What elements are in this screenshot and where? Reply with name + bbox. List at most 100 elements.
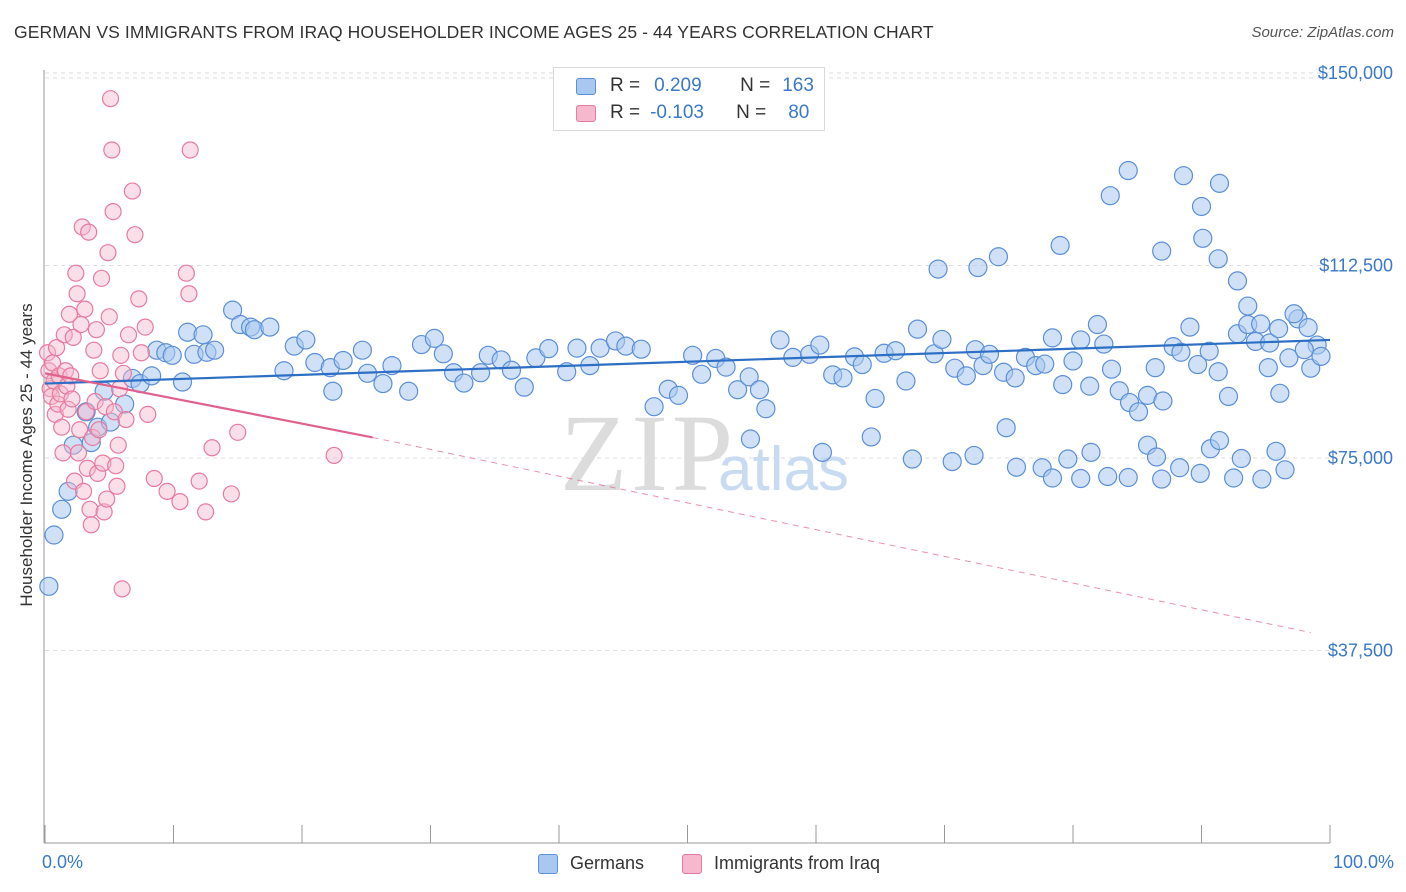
german-point xyxy=(1199,341,1219,361)
iraq-point xyxy=(38,344,57,362)
german-point xyxy=(1173,166,1194,186)
german-point xyxy=(424,328,444,348)
german-point xyxy=(274,361,294,381)
iraq-point xyxy=(107,457,125,475)
german-point xyxy=(1058,449,1078,469)
bottom-legend-swatch-iraq xyxy=(682,853,702,874)
legend-r-label: R = xyxy=(610,75,641,96)
german-point xyxy=(590,338,610,358)
y-tick-label: $150,000 xyxy=(1318,63,1393,83)
iraq-point xyxy=(89,464,107,482)
german-point xyxy=(382,356,402,376)
iraq-point xyxy=(54,444,72,462)
german-point xyxy=(728,380,748,400)
german-point xyxy=(1224,468,1244,488)
legend-r-value: 0.209 xyxy=(654,75,702,96)
german-point xyxy=(1294,340,1314,360)
source-label: Source: ZipAtlas.com xyxy=(1251,24,1394,41)
iraq-point xyxy=(68,285,86,303)
german-point xyxy=(932,329,952,350)
german-point xyxy=(1208,249,1228,269)
iraq-point xyxy=(325,446,343,465)
german-point xyxy=(1275,460,1295,480)
iraq-point xyxy=(103,141,121,159)
german-point xyxy=(296,330,316,350)
iraq-point xyxy=(53,418,71,436)
german-point xyxy=(1209,430,1230,451)
bottom-legend-label-iraq: Immigrants from Iraq xyxy=(714,853,881,873)
german-point xyxy=(1118,160,1138,181)
legend-swatch-iraq xyxy=(576,104,596,122)
iraq-point xyxy=(90,421,108,439)
legend-n-label: N = xyxy=(736,102,767,123)
iraq-point xyxy=(78,459,97,477)
german-point xyxy=(1071,330,1091,350)
iraq-point xyxy=(99,244,117,262)
iraq-point xyxy=(145,469,163,488)
iraq-point xyxy=(108,477,126,495)
german-point xyxy=(1042,328,1063,348)
iraq-point xyxy=(101,90,120,108)
iraq-point xyxy=(114,364,132,382)
iraq-point xyxy=(47,339,66,357)
iraq-trend-extension xyxy=(372,436,1311,634)
german-point xyxy=(193,325,213,345)
axes xyxy=(43,70,1331,844)
german-point xyxy=(1231,448,1251,469)
german-point xyxy=(1098,466,1118,487)
iraq-point xyxy=(181,141,199,159)
iraq-points xyxy=(38,90,343,598)
y-tick-label: $112,500 xyxy=(1319,256,1393,276)
german-point xyxy=(539,339,559,359)
iraq-point xyxy=(180,285,198,303)
german-point xyxy=(44,525,64,545)
german-point xyxy=(740,429,761,449)
legend-row-germans: R = 0.209 N = 163 xyxy=(576,73,814,99)
german-point xyxy=(852,354,872,375)
german-point xyxy=(1170,458,1190,478)
iraq-point xyxy=(222,485,240,503)
german-point xyxy=(1063,351,1083,371)
german-point xyxy=(833,368,853,388)
german-point xyxy=(1101,359,1122,379)
german-point xyxy=(1193,228,1213,248)
iraq-point xyxy=(132,344,150,362)
iraq-point xyxy=(81,500,99,518)
iraq-point xyxy=(113,580,131,598)
german-point xyxy=(1279,348,1299,368)
germans-points xyxy=(39,160,1331,596)
german-point xyxy=(1227,271,1248,291)
correlation-legend: R = 0.209 N = 163 R = -0.103 N = 80 xyxy=(553,67,825,131)
german-point xyxy=(1087,314,1108,335)
y-tick-label: $37,500 xyxy=(1328,641,1393,661)
german-point xyxy=(1311,346,1331,366)
iraq-point xyxy=(69,444,88,462)
german-point xyxy=(968,257,988,278)
german-point xyxy=(1251,314,1271,334)
iraq-point xyxy=(96,398,114,416)
german-point xyxy=(1252,469,1272,489)
german-point xyxy=(567,338,587,358)
german-point xyxy=(964,445,984,466)
iraq-point xyxy=(76,300,94,318)
german-point xyxy=(907,319,928,339)
german-point xyxy=(205,340,225,360)
iraq-point xyxy=(91,362,109,380)
german-point xyxy=(749,380,770,400)
iraq-point xyxy=(60,305,79,323)
watermark-atlas: atlas xyxy=(718,435,849,504)
iraq-point xyxy=(95,503,113,521)
iraq-point xyxy=(59,400,77,418)
german-point xyxy=(323,381,343,401)
german-point xyxy=(739,367,759,387)
german-point xyxy=(352,340,372,360)
german-point xyxy=(1128,402,1149,422)
iraq-point xyxy=(203,439,221,457)
iraq-point xyxy=(104,203,122,221)
iraq-point xyxy=(229,423,247,441)
y-tick-label: $75,000 xyxy=(1328,448,1393,468)
german-point xyxy=(1071,468,1091,489)
german-point xyxy=(1050,235,1070,256)
german-point xyxy=(928,259,948,279)
